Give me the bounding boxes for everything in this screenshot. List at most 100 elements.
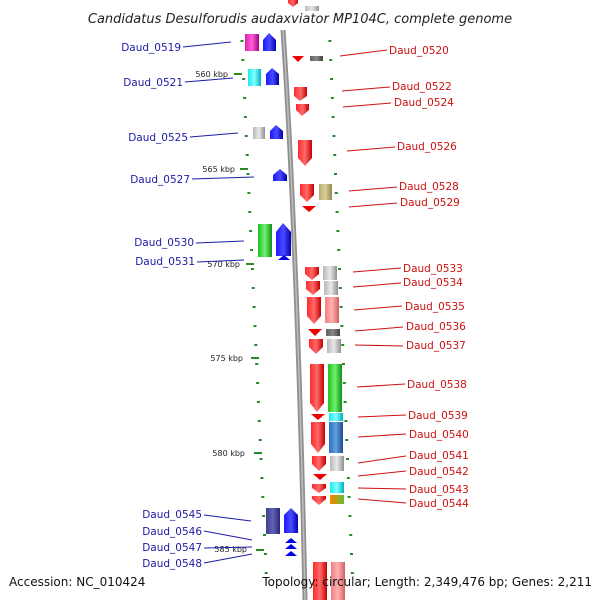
scale-minor-tick [251,287,255,289]
gene-arrow [300,184,314,202]
gene-arrow [263,33,276,51]
gene-label-daud-0529[interactable]: Daud_0529 [400,197,460,209]
gene-arrow [285,538,297,543]
gene-label-daud-0531[interactable]: Daud_0531 [135,256,195,268]
scale-minor-tick [262,515,266,517]
scale-minor-tick [330,78,333,80]
scale-minor-tick [246,173,250,175]
scale-minor-tick [347,496,351,498]
gene-label-daud-0521[interactable]: Daud_0521 [123,77,183,89]
gene-arrow [312,484,326,493]
leader-line [346,146,396,152]
genome-backbone-highlight [282,29,306,600]
scale-minor-tick [328,40,332,42]
gene-arrow [307,297,321,324]
gene-arrow [308,329,322,336]
gene-label-daud-0541[interactable]: Daud_0541 [409,450,469,462]
leader-line [341,86,391,92]
leader-line [357,487,407,490]
gene-label-daud-0522[interactable]: Daud_0522 [392,81,452,93]
leader-line [357,498,407,504]
gene-arrow [278,255,290,260]
gene-label-daud-0527[interactable]: Daud_0527 [130,174,190,186]
leader-line [203,514,252,522]
gene-arrow [305,267,319,280]
gene-arrow [302,206,316,212]
gene-feature [330,456,344,471]
scale-minor-tick [349,534,353,536]
gene-label-daud-0526[interactable]: Daud_0526 [397,141,457,153]
gene-label-daud-0537[interactable]: Daud_0537 [406,340,466,352]
gene-feature [326,329,340,336]
scale-minor-tick [350,553,353,555]
gene-label-daud-0530[interactable]: Daud_0530 [134,237,194,249]
gene-label-daud-0545[interactable]: Daud_0545 [142,509,202,521]
leader-line [353,305,403,311]
scale-minor-tick [253,325,257,327]
scale-minor-tick [263,534,266,536]
gene-arrow [285,544,297,549]
gene-label-daud-0535[interactable]: Daud_0535 [405,301,465,313]
gene-label-daud-0533[interactable]: Daud_0533 [403,263,463,275]
gene-label-daud-0519[interactable]: Daud_0519 [121,42,181,54]
leader-line [352,282,402,288]
gene-label-daud-0528[interactable]: Daud_0528 [399,181,459,193]
scale-minor-tick [331,116,335,118]
gene-feature [331,562,345,600]
scale-minor-tick [252,306,256,308]
gene-label-daud-0520[interactable]: Daud_0520 [389,45,449,57]
gene-feature [325,297,339,323]
scale-minor-tick [257,420,261,422]
leader-line [352,267,402,273]
scale-minor-tick [250,268,254,270]
gene-label-daud-0547[interactable]: Daud_0547 [142,542,202,554]
leader-line [348,186,398,192]
reverse-strand-genes [245,33,298,556]
gene-feature [310,56,323,61]
scale-minor-tick [256,401,260,403]
leader-line [339,49,388,57]
gene-label-daud-0539[interactable]: Daud_0539 [408,410,468,422]
scale-tick-dots [240,40,354,574]
scale-minor-tick [243,97,247,99]
leader-line [196,259,245,263]
gene-label-daud-0536[interactable]: Daud_0536 [406,321,466,333]
gene-arrow [313,474,327,480]
scale-minor-tick [345,439,349,441]
scale-minor-tick [348,515,352,517]
scale-label-575: 575 kbp [210,354,243,363]
gene-feature [328,364,342,412]
gene-label-daud-0542[interactable]: Daud_0542 [409,466,469,478]
topology-text: Topology: circular; Length: 2,349,476 bp… [261,575,592,589]
gene-arrow [311,414,325,420]
scale-minor-tick [334,192,338,194]
gene-arrow [306,281,320,295]
gene-label-daud-0538[interactable]: Daud_0538 [407,379,467,391]
scale-minor-tick [334,173,337,175]
scale-minor-tick [340,325,344,327]
gene-feature [319,184,332,200]
leader-line [342,102,392,108]
gene-feature [323,266,337,280]
gene-label-daud-0540[interactable]: Daud_0540 [409,429,469,441]
gene-label-daud-0544[interactable]: Daud_0544 [409,498,469,510]
gene-label-daud-0524[interactable]: Daud_0524 [394,97,454,109]
scale-minor-tick [336,230,340,232]
gene-label-daud-0546[interactable]: Daud_0546 [142,526,202,538]
gene-arrow [292,56,304,62]
scale-minor-tick [243,116,247,118]
gene-label-daud-0525[interactable]: Daud_0525 [128,132,188,144]
leader-line [356,383,406,388]
scale-minor-tick [247,192,251,194]
leader-line [357,455,407,464]
gene-label-daud-0548[interactable]: Daud_0548 [142,558,202,570]
scale-minor-tick [240,40,244,42]
leader-line [195,240,245,244]
gene-feature [253,127,265,139]
leader-line [357,433,407,438]
gene-feature [248,69,261,86]
scale-minor-tick [339,306,343,308]
gene-label-daud-0534[interactable]: Daud_0534 [403,277,463,289]
gene-label-daud-0543[interactable]: Daud_0543 [409,484,469,496]
forward-strand-genes [288,0,345,600]
